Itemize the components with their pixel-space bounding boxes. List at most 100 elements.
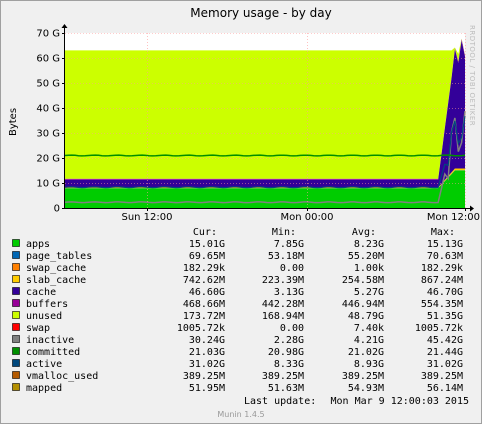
legend-swatch (12, 311, 20, 319)
legend-value-min: 20.98G (268, 347, 304, 358)
x-tick-label: Mon 12:00 (427, 212, 480, 223)
x-axis-arrow (470, 205, 474, 212)
legend-value-min: 0.00 (280, 323, 304, 334)
legend-swatch (12, 239, 20, 247)
legend-value-cur: 182.29k (183, 263, 225, 274)
legend-value-min: 3.13G (274, 287, 304, 298)
x-tick-label: Sun 12:00 (121, 212, 172, 223)
y-ticks: 0 10 G 20 G 30 G 40 G 50 G 60 G 70 G (36, 29, 65, 215)
legend-header: Min: (272, 227, 296, 238)
legend-swatch (12, 335, 20, 343)
y-tick-label: 30 G (36, 129, 60, 140)
legend-label: swap_cache (26, 263, 86, 274)
legend-label: mapped (26, 383, 62, 394)
legend-value-min: 168.94M (262, 311, 304, 322)
legend-value-cur: 51.95M (189, 383, 225, 394)
legend-swatch (12, 275, 20, 283)
legend-label: inactive (26, 335, 74, 346)
legend-row-page-tables: page_tables 69.65M 53.18M 55.20M 70.63M (12, 251, 463, 262)
legend-value-avg: 8.23G (354, 239, 384, 250)
legend-label: buffers (26, 299, 68, 310)
legend-label: vmalloc_used (26, 371, 98, 382)
area-unused (65, 38, 465, 179)
legend-value-max: 46.70G (427, 287, 463, 298)
legend-row-slab-cache: slab_cache 742.62M 223.39M 254.58M 867.24M (12, 275, 463, 286)
legend-value-min: 51.63M (268, 383, 304, 394)
y-tick-label: 20 G (36, 154, 60, 165)
rrdtool-watermark: RRDTOOL / TOBI OETIKER (468, 25, 476, 126)
legend-row-buffers: buffers 468.66M 442.28M 446.94M 554.35M (12, 299, 463, 310)
legend-row-swap-cache: swap_cache 182.29k 0.00 1.00k 182.29k (12, 263, 463, 274)
legend-value-avg: 4.21G (354, 335, 384, 346)
legend-value-cur: 21.03G (189, 347, 225, 358)
y-tick-label: 10 G (36, 179, 60, 190)
legend-value-max: 1005.72k (415, 323, 463, 334)
legend-value-avg: 55.20M (348, 251, 384, 262)
legend-value-max: 31.02G (427, 359, 463, 370)
legend-row-committed: committed 21.03G 20.98G 21.02G 21.44G (12, 347, 463, 358)
legend-swatch (12, 359, 20, 367)
legend-swatch (12, 299, 20, 307)
legend-value-max: 21.44G (427, 347, 463, 358)
legend-value-avg: 54.93M (348, 383, 384, 394)
legend-value-cur: 30.24G (189, 335, 225, 346)
legend-label: committed (26, 347, 80, 358)
legend-value-max: 45.42G (427, 335, 463, 346)
legend-value-cur: 69.65M (189, 251, 225, 262)
legend-value-cur: 742.62M (183, 275, 225, 286)
y-tick-label: 60 G (36, 54, 60, 65)
legend-value-cur: 389.25M (183, 371, 225, 382)
chart-title: Memory usage - by day (190, 6, 331, 20)
legend-label: unused (26, 311, 62, 322)
legend-swatch (12, 371, 20, 379)
legend-value-cur: 15.01G (189, 239, 225, 250)
line-active (64, 116, 466, 189)
munin-version: Munin 1.4.5 (217, 410, 264, 419)
legend-label: apps (26, 239, 50, 250)
legend-value-min: 0.00 (280, 263, 304, 274)
legend-value-max: 15.13G (427, 239, 463, 250)
legend-row-unused: unused 173.72M 168.94M 48.79G 51.35G (12, 311, 463, 322)
legend-row-cache: cache 46.60G 3.13G 5.27G 46.70G (12, 287, 463, 298)
legend-value-min: 53.18M (268, 251, 304, 262)
legend-value-min: 2.28G (274, 335, 304, 346)
legend-value-min: 442.28M (262, 299, 304, 310)
legend-value-cur: 173.72M (183, 311, 225, 322)
legend-row-vmalloc-used: vmalloc_used 389.25M 389.25M 389.25M 389.25M (12, 371, 463, 382)
legend-value-avg: 446.94M (342, 299, 384, 310)
legend-value-cur: 468.66M (183, 299, 225, 310)
area-apps (65, 170, 465, 208)
legend-value-min: 389.25M (262, 371, 304, 382)
legend-row-swap: swap 1005.72k 0.00 7.40k 1005.72k (12, 323, 463, 334)
x-ticks: Sun 12:00 Mon 00:00 Mon 12:00 (121, 33, 480, 223)
legend-row-mapped: mapped 51.95M 51.63M 54.93M 56.14M (12, 383, 463, 394)
legend-value-cur: 1005.72k (177, 323, 225, 334)
legend-value-cur: 31.02G (189, 359, 225, 370)
legend-value-avg: 21.02G (348, 347, 384, 358)
y-tick-label: 70 G (36, 29, 60, 40)
y-tick-label: 0 (54, 204, 60, 215)
legend-value-avg: 8.93G (354, 359, 384, 370)
legend-label: slab_cache (26, 275, 86, 286)
legend-value-max: 70.63M (427, 251, 463, 262)
line-inactive (64, 111, 466, 204)
legend-swatch (12, 323, 20, 331)
legend-swatch (12, 383, 20, 391)
legend-value-avg: 1.00k (354, 263, 384, 274)
legend-value-max: 389.25M (421, 371, 463, 382)
legend-value-avg: 7.40k (354, 323, 384, 334)
plot-area (61, 24, 474, 212)
legend-value-min: 8.33G (274, 359, 304, 370)
legend-row-active: active 31.02G 8.33G 8.93G 31.02G (12, 359, 463, 370)
legend-value-avg: 254.58M (342, 275, 384, 286)
legend-swatch (12, 347, 20, 355)
legend-value-avg: 5.27G (354, 287, 384, 298)
legend-header: Cur: (193, 227, 217, 238)
y-tick-label: 50 G (36, 79, 60, 90)
legend-swatch (12, 287, 20, 295)
y-axis-label: Bytes (8, 108, 19, 136)
legend: Cur: Min: Avg: Max: apps 15.01G 7.85G 8.23G 15.1… (12, 227, 463, 394)
legend-label: page_tables (26, 251, 92, 262)
legend-value-max: 182.29k (421, 263, 463, 274)
